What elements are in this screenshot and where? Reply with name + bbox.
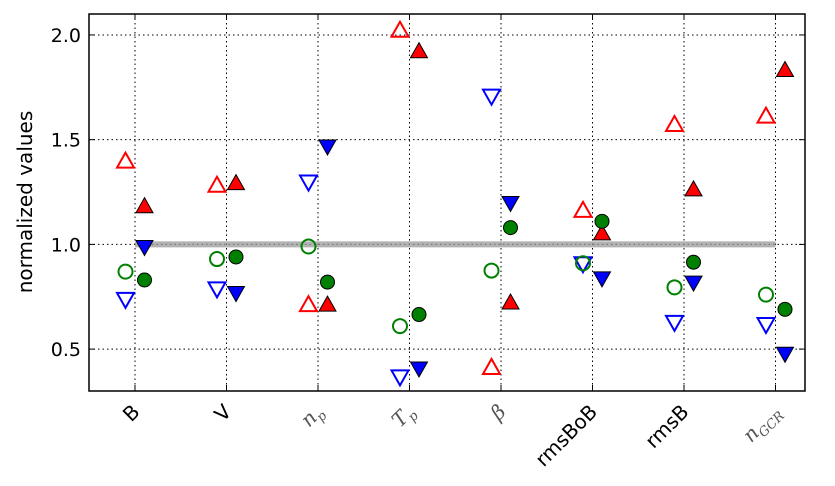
marker [117, 263, 134, 280]
marker [666, 279, 683, 296]
marker [206, 174, 228, 193]
marker [501, 293, 520, 310]
marker [298, 174, 319, 193]
marker [389, 19, 411, 38]
marker [115, 291, 136, 310]
x-tick-label: Tp [387, 399, 423, 435]
marker [758, 286, 774, 303]
marker [592, 223, 612, 241]
marker [501, 196, 520, 213]
marker [409, 41, 429, 59]
marker [755, 105, 777, 124]
marker [300, 238, 317, 255]
marker [572, 199, 594, 218]
marker [755, 316, 777, 336]
marker [411, 307, 427, 323]
x-tick-label: rmsB [640, 400, 693, 453]
marker [664, 314, 685, 333]
marker [226, 286, 246, 303]
plot-frame [88, 13, 806, 392]
x-tick-label-sub: GCR [756, 409, 788, 441]
marker [483, 262, 500, 279]
x-tick-label: B [118, 400, 145, 427]
x-tick-label: rmsBoB [530, 400, 602, 472]
marker [409, 361, 429, 378]
x-tick-label: β [485, 400, 511, 426]
marker [135, 196, 154, 214]
marker [226, 173, 246, 191]
y-tick-label: 2.0 [51, 25, 81, 47]
marker [503, 220, 518, 236]
x-tick-label: nGCR [738, 399, 788, 449]
y-tick-label: 1.0 [51, 234, 81, 256]
marker [135, 239, 154, 257]
marker [594, 213, 610, 229]
y-tick-label: 1.5 [51, 130, 81, 152]
marker [664, 113, 685, 133]
marker [298, 294, 319, 313]
marker [206, 281, 228, 300]
x-tick-label: np [296, 399, 331, 434]
marker [775, 346, 795, 364]
x-tick-label-main: β [485, 400, 511, 426]
marker [389, 369, 411, 388]
marker [481, 356, 502, 375]
marker [392, 318, 408, 335]
marker [137, 272, 152, 288]
marker [775, 60, 795, 78]
marker [777, 301, 793, 317]
marker [228, 249, 244, 265]
marker [318, 295, 337, 312]
x-tick-label: V [209, 399, 236, 426]
marker [318, 139, 337, 156]
marker [320, 274, 335, 290]
marker [481, 88, 502, 107]
marker [575, 255, 591, 272]
marker [592, 271, 612, 288]
marker [209, 251, 225, 268]
y-axis-label: normalized values [13, 111, 37, 294]
marker [684, 275, 703, 293]
y-tick-label: 0.5 [51, 339, 81, 361]
marker [686, 254, 701, 270]
marker [115, 150, 136, 169]
marker [684, 179, 703, 197]
